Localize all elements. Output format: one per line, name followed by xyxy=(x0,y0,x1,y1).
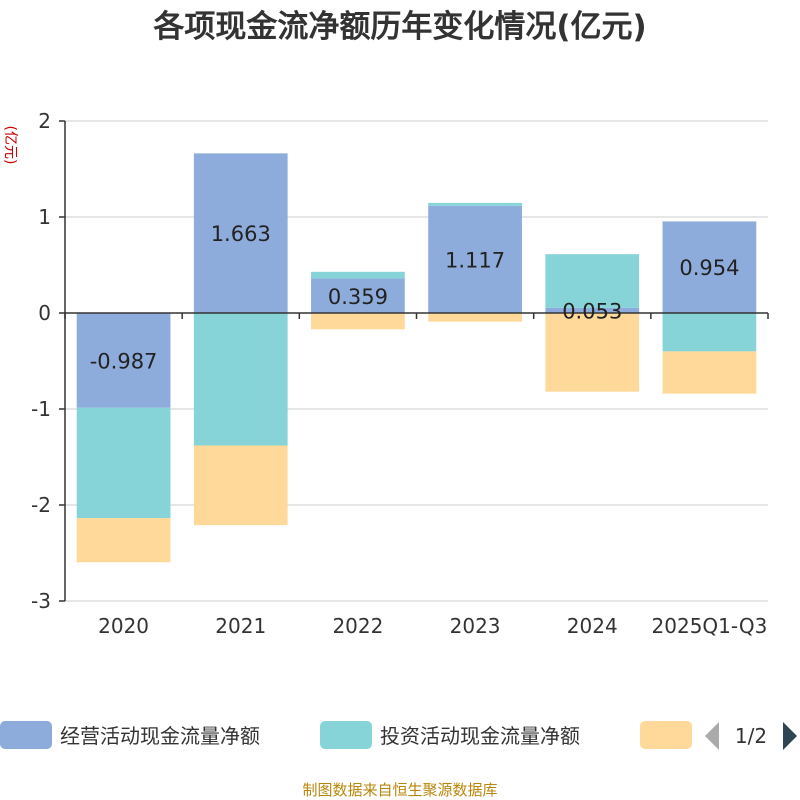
bar-data-label: 0.053 xyxy=(562,299,622,323)
x-tick-label: 2021 xyxy=(215,614,266,638)
legend-swatch[interactable] xyxy=(320,721,372,749)
y-tick-label: -1 xyxy=(31,397,51,421)
bar-data-label: -0.987 xyxy=(90,349,158,373)
bar-segment xyxy=(193,313,288,446)
y-tick-label: -3 xyxy=(31,589,51,613)
bar-data-label: 1.117 xyxy=(445,248,505,272)
bar-segment xyxy=(662,221,757,313)
bar-data-label: 1.663 xyxy=(211,222,271,246)
x-tick-label: 2020 xyxy=(98,614,149,638)
bar-segment xyxy=(193,445,288,526)
y-tick-label: 1 xyxy=(38,205,51,229)
y-tick-label: 0 xyxy=(38,301,51,325)
bar-segment xyxy=(311,278,405,313)
legend-next-icon[interactable] xyxy=(783,722,797,750)
y-tick-label: -2 xyxy=(31,493,51,517)
bar-segment xyxy=(545,313,640,392)
data-labels: -0.987 1.663 0.359 1.117 0.053 0.954 xyxy=(90,222,740,373)
bar-segment xyxy=(76,407,171,519)
bar-segment xyxy=(662,351,757,394)
legend-label: 投资活动现金流量净额 xyxy=(380,724,580,748)
bar-segment xyxy=(662,313,757,352)
grid-lines xyxy=(65,120,768,602)
legend-swatch[interactable] xyxy=(640,721,692,749)
bar-segment xyxy=(311,313,405,330)
bars xyxy=(76,153,757,563)
bar-data-label: 0.954 xyxy=(679,256,739,280)
x-tick-label: 2022 xyxy=(332,614,383,638)
bar-segment xyxy=(76,518,171,563)
y-tick-label: 2 xyxy=(38,109,51,133)
bar-data-label: 0.359 xyxy=(328,285,388,309)
bar-segment xyxy=(311,271,405,279)
y-axis-unit: (亿元) xyxy=(2,126,18,165)
chart-title: 各项现金流净额历年变化情况(亿元) xyxy=(152,9,646,45)
legend-pager: 1/2 xyxy=(705,722,797,750)
legend-prev-icon[interactable] xyxy=(705,722,719,750)
bar-segment xyxy=(545,254,640,308)
x-tick-label: 2025Q1-Q3 xyxy=(652,614,768,638)
bar-segment xyxy=(428,313,522,322)
data-source: 制图数据来自恒生聚源数据库 xyxy=(302,781,497,799)
bar-segment xyxy=(76,313,171,408)
bar-segment xyxy=(545,307,640,313)
legend-label: 经营活动现金流量净额 xyxy=(60,724,260,748)
bar-segment xyxy=(428,205,522,313)
legend: 经营活动现金流量净额 投资活动现金流量净额 xyxy=(0,721,692,749)
legend-page-indicator: 1/2 xyxy=(735,724,767,748)
axes: -3 -2 -1 0 1 2 2020 2021 2022 2023 2024 2025Q1-Q3 xyxy=(31,109,769,638)
bar-segment xyxy=(193,153,288,313)
legend-swatch[interactable] xyxy=(0,721,52,749)
x-tick-label: 2023 xyxy=(450,614,501,638)
bar-segment xyxy=(428,202,522,206)
x-tick-label: 2024 xyxy=(567,614,618,638)
